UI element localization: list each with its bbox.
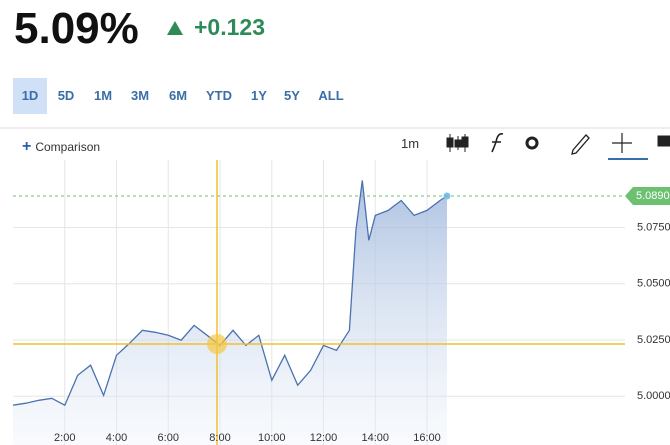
price: 5.09% xyxy=(14,4,139,53)
y-tick-label: 5.0250 xyxy=(637,334,670,346)
comparison-label[interactable]: Comparison xyxy=(35,140,101,154)
x-tick-label: 2:00 xyxy=(54,432,75,444)
range-button[interactable]: 5D xyxy=(57,88,75,103)
range-button[interactable]: YTD xyxy=(206,88,232,103)
candles-icon[interactable] xyxy=(446,134,469,152)
y-tick-label: 5.0750 xyxy=(637,221,670,233)
crosshair xyxy=(13,160,625,445)
x-tick-label: 12:00 xyxy=(310,432,338,444)
range-button[interactable]: 1D xyxy=(13,78,47,114)
x-tick-label: 16:00 xyxy=(413,432,441,444)
x-tick-label: 6:00 xyxy=(158,432,179,444)
settings-icon[interactable] xyxy=(525,136,539,150)
draw-icon[interactable] xyxy=(571,134,590,155)
range-button[interactable]: 5Y xyxy=(284,88,300,103)
x-tick-label: 14:00 xyxy=(362,432,390,444)
menu-icon[interactable] xyxy=(657,135,670,147)
interval-button[interactable]: 1m xyxy=(401,136,420,151)
fx-icon[interactable] xyxy=(491,133,504,153)
area xyxy=(13,180,447,445)
x-tick-label: 10:00 xyxy=(258,432,286,444)
x-tick-label: 4:00 xyxy=(106,432,127,444)
range-button[interactable]: 1Y xyxy=(251,88,267,103)
x-tick-label: 8:00 xyxy=(209,432,230,444)
last-value-tag xyxy=(625,187,670,205)
crosshair-icon[interactable] xyxy=(612,133,632,153)
y-tick-label: 5.0500 xyxy=(637,278,670,290)
comparison-button[interactable]: + Comparison xyxy=(22,138,101,155)
y-tick-label: 5.0000 xyxy=(637,390,670,402)
range-button[interactable]: ALL xyxy=(318,88,344,103)
range-button[interactable]: 6M xyxy=(168,88,188,103)
price-line xyxy=(12,180,448,407)
last-value-label: 5.0890 xyxy=(636,190,670,202)
change: +0.123 xyxy=(194,14,265,40)
toolbar-icons xyxy=(446,133,670,160)
range-button[interactable]: 1M xyxy=(93,88,113,103)
range-button[interactable]: 3M xyxy=(130,88,150,103)
up-arrow xyxy=(167,21,183,35)
